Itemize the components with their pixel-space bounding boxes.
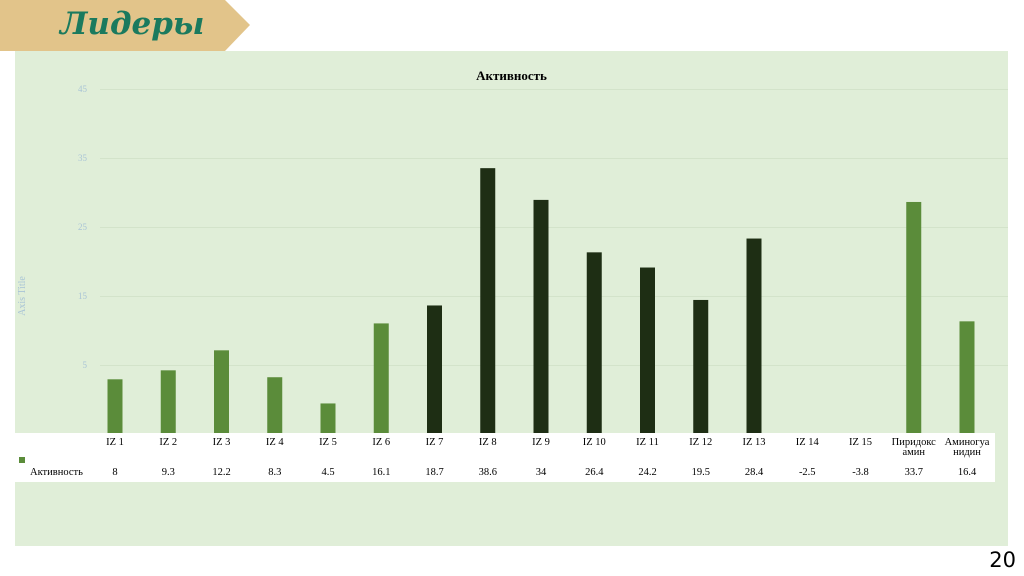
- data-label: 8.3: [268, 467, 281, 478]
- y-tick-label: 45: [78, 84, 88, 94]
- bar: [586, 252, 602, 435]
- category-label: IZ 14: [796, 437, 820, 448]
- category-label: IZ 3: [213, 437, 231, 448]
- bar: [959, 321, 975, 435]
- category-label: IZ 5: [319, 437, 337, 448]
- bar: [693, 299, 709, 435]
- category-label: нидин: [953, 447, 981, 458]
- data-label: -3.8: [852, 467, 869, 478]
- data-table: [15, 433, 995, 482]
- slide-title: Лидеры: [60, 6, 205, 42]
- bar: [746, 238, 762, 435]
- category-label: амин: [902, 447, 925, 458]
- chart-title: Активность: [476, 68, 547, 83]
- data-label: 16.1: [372, 467, 390, 478]
- banner-arrow-shape: [0, 0, 250, 51]
- bar: [267, 377, 283, 435]
- y-tick-label: 5: [83, 360, 88, 370]
- bar: [427, 305, 442, 435]
- data-label: 16.4: [958, 467, 977, 478]
- category-label: IZ 10: [583, 437, 606, 448]
- y-axis-title: Axis Title: [17, 276, 28, 316]
- data-label: 34: [536, 467, 547, 478]
- category-label: Пиридокс: [892, 437, 937, 448]
- chart: 5 15 25 35 45 Axis Title IZ 1 8 IZ 2 9.3 IZ 3 12.2 I…: [15, 51, 1008, 546]
- category-label: IZ 12: [689, 437, 712, 448]
- page-number: 20: [989, 548, 1016, 572]
- bar: [480, 168, 496, 435]
- category-label: Аминогуа: [945, 437, 990, 448]
- category-label: IZ 1: [106, 437, 124, 448]
- chart-plot: 5 15 25 35 45 Axis Title IZ 1 8 IZ 2 9.3 IZ 3 12.2 I…: [15, 84, 1008, 482]
- title-banner: Лидеры: [0, 0, 250, 51]
- legend-series-name: Активность: [30, 467, 83, 478]
- y-tick-label: 15: [78, 291, 88, 301]
- data-label: 38.6: [479, 467, 497, 478]
- category-label: IZ 4: [266, 437, 285, 448]
- bar: [320, 403, 336, 435]
- data-label: 8: [112, 467, 117, 478]
- data-label: 26.4: [585, 467, 604, 478]
- data-label: 4.5: [321, 467, 334, 478]
- category-label: IZ 2: [159, 437, 177, 448]
- data-label: 24.2: [638, 467, 656, 478]
- bar: [373, 323, 389, 435]
- data-label: -2.5: [799, 467, 816, 478]
- bar: [107, 379, 123, 435]
- data-label: 19.5: [692, 467, 710, 478]
- data-label: 9.3: [162, 467, 175, 478]
- category-label: IZ 11: [636, 437, 659, 448]
- bar: [906, 201, 922, 435]
- legend-key: [19, 457, 25, 463]
- y-tick-label: 35: [78, 153, 88, 163]
- bar: [214, 350, 229, 435]
- category-label: IZ 9: [532, 437, 550, 448]
- category-label: IZ 13: [742, 437, 765, 448]
- y-tick-label: 25: [78, 222, 88, 232]
- category-label: IZ 7: [426, 437, 444, 448]
- data-label: 33.7: [905, 467, 923, 478]
- data-label: 12.2: [212, 467, 230, 478]
- bar: [640, 267, 655, 435]
- bar: [160, 370, 176, 435]
- category-label: IZ 6: [372, 437, 390, 448]
- category-label: IZ 8: [479, 437, 497, 448]
- category-label: IZ 15: [849, 437, 872, 448]
- data-label: 18.7: [425, 467, 443, 478]
- data-label: 28.4: [745, 467, 764, 478]
- bar: [533, 199, 549, 435]
